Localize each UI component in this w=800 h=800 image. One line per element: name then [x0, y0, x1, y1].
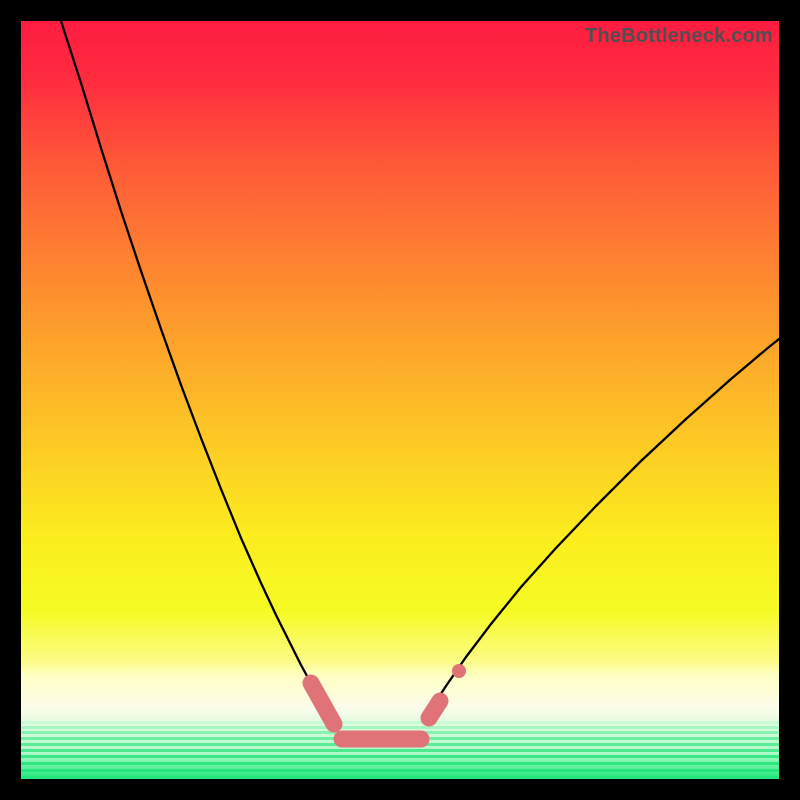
watermark-text: TheBottleneck.com	[585, 25, 773, 48]
marker-capsule	[429, 701, 440, 718]
marker-layer	[21, 21, 779, 779]
plot-area: TheBottleneck.com	[21, 21, 779, 779]
marker-dot	[452, 664, 466, 678]
marker-capsule	[311, 683, 334, 724]
